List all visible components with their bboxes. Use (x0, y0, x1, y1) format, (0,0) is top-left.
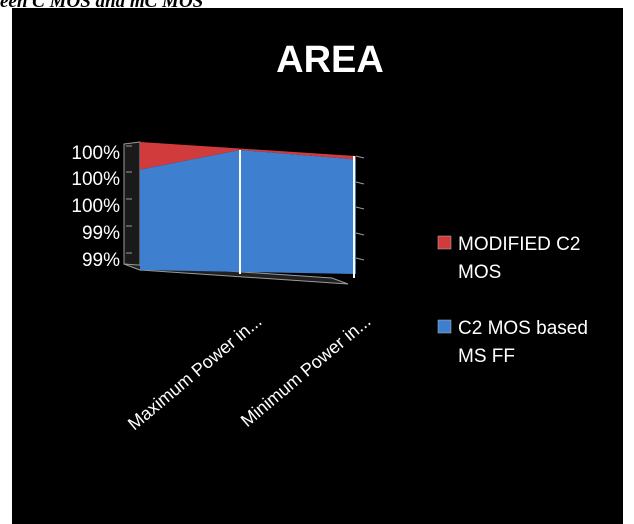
y-tick-label: 100% (71, 169, 120, 190)
y-axis-wall (123, 141, 141, 271)
legend-label: C2 MOS based MS FF (458, 318, 588, 367)
y-tick-label: 99% (82, 223, 120, 244)
chart-title: AREA (276, 39, 384, 81)
legend-label: MODIFIED C2 MOS (458, 234, 580, 283)
right-tick-mark (355, 232, 365, 236)
y-tick-label: 100% (71, 143, 120, 164)
right-tick-mark (355, 181, 365, 185)
legend-swatch (437, 235, 452, 250)
right-tick-mark (355, 206, 365, 210)
right-tick-mark (355, 257, 365, 261)
legend-layer: MODIFIED C2 MOS C2 MOS based MS FF (437, 234, 588, 367)
right-tick-mark (355, 155, 365, 159)
legend-item: MODIFIED C2 MOS (437, 234, 580, 283)
y-tick-label: 99% (82, 250, 120, 271)
series-area-c2-mos-based-ms-ff (140, 150, 356, 274)
y-tick-label: 100% (71, 196, 120, 217)
legend-item: C2 MOS based MS FF (437, 318, 588, 367)
series-area-modified-c2-mos (140, 142, 356, 170)
legend-swatch (437, 319, 452, 334)
plot-layer (140, 142, 356, 278)
